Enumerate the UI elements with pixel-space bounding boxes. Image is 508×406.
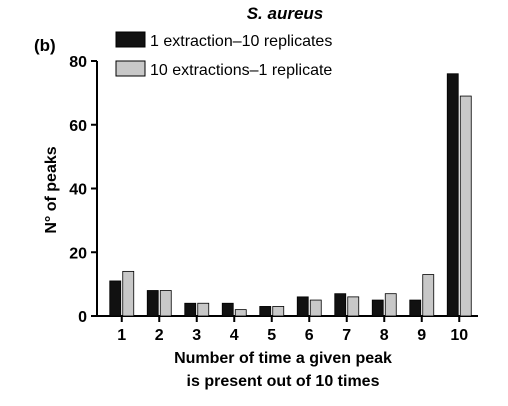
bar-series-2-6: [309, 299, 322, 317]
bar-series-2-4: [234, 309, 247, 317]
x-tick-label: 6: [305, 327, 314, 344]
x-tick-label: 2: [155, 327, 164, 344]
y-tick-label: 80: [69, 54, 87, 71]
chart-title: S. aureus: [247, 4, 324, 23]
plot-area: 0 20 40 60 80 1 2 3 4 5 6 7 8 9 10: [69, 54, 478, 344]
bar-series-1-7: [334, 293, 347, 317]
y-tick-label: 20: [69, 245, 87, 262]
panel-label: (b): [34, 36, 56, 55]
legend-swatch-series-1: [115, 31, 146, 48]
bar-series-1-1: [109, 280, 122, 317]
y-tick-label: 60: [69, 118, 87, 135]
x-tick-label: 8: [380, 327, 389, 344]
legend-label-series-1: 1 extraction–10 replicates: [150, 33, 332, 50]
x-tick-label: 4: [230, 327, 239, 344]
bar-series-2-3: [197, 302, 210, 317]
bar-series-1-10: [446, 73, 459, 317]
bar-series-1-6: [296, 296, 309, 317]
bar-series-2-8: [384, 293, 397, 317]
bar-series-1-4: [221, 302, 234, 317]
bar-series-1-3: [184, 302, 197, 317]
bar-series-1-9: [409, 299, 422, 317]
legend: 1 extraction–10 replicates 10 extraction…: [115, 31, 332, 79]
y-axis-label: N° of peaks: [43, 146, 60, 233]
x-tick-label: 9: [417, 327, 426, 344]
x-tick-label: 7: [342, 327, 351, 344]
bar-series-1-2: [146, 290, 159, 317]
x-tick-label: 1: [117, 327, 126, 344]
x-axis-label-line-1: Number of time a given peak: [174, 350, 392, 367]
bar-series-2-9: [422, 274, 435, 317]
legend-swatch-series-2: [115, 60, 146, 77]
bar-series-2-10: [459, 95, 472, 317]
bar-series-2-1: [122, 270, 135, 317]
bar-series-1-5: [259, 306, 272, 317]
y-tick-label: 40: [69, 182, 87, 199]
bar-series-2-7: [347, 296, 360, 317]
legend-label-series-2: 10 extractions–1 replicate: [150, 62, 332, 79]
x-tick-label: 3: [192, 327, 201, 344]
y-tick-label: 0: [78, 309, 87, 326]
bar-series-2-5: [272, 306, 285, 317]
x-tick-label: 5: [267, 327, 276, 344]
x-tick-label: 10: [450, 327, 468, 344]
bar-series-2-2: [159, 290, 172, 317]
x-axis-label-line-2: is present out of 10 times: [187, 373, 380, 390]
bar-series-1-8: [371, 299, 384, 317]
